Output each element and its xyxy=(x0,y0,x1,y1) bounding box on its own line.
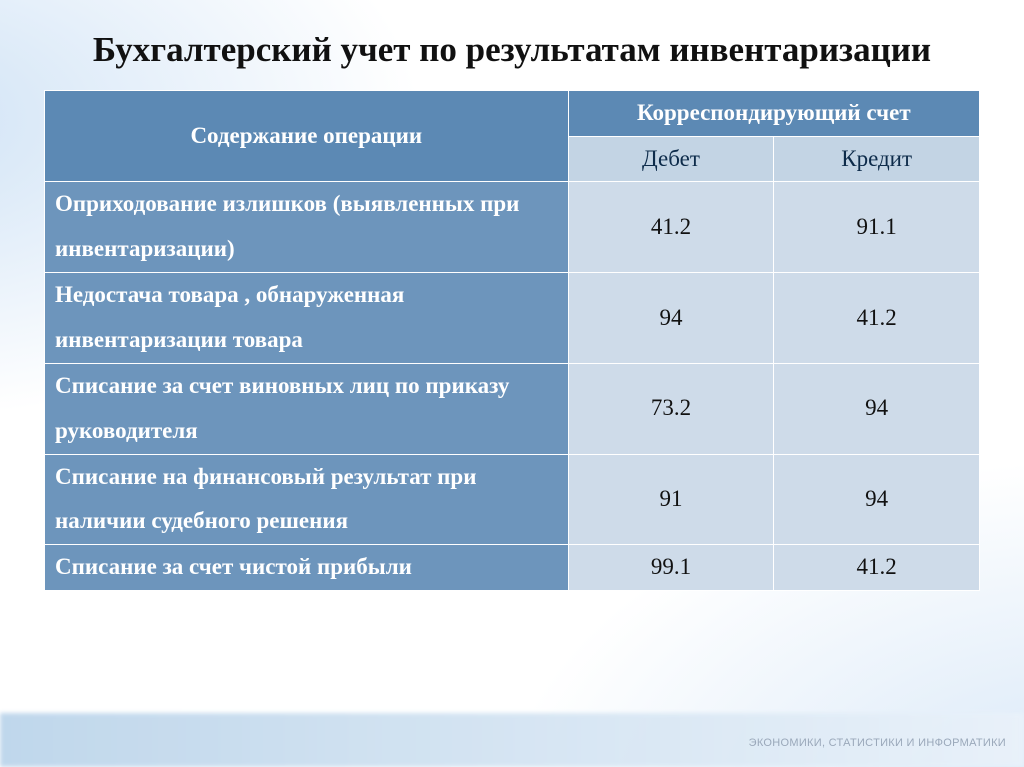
col-header-corr-account: Корреспондирующий счет xyxy=(568,90,979,136)
cell-credit: 94 xyxy=(774,363,980,454)
cell-credit: 91.1 xyxy=(774,182,980,273)
cell-credit: 41.2 xyxy=(774,273,980,364)
cell-credit: 41.2 xyxy=(774,545,980,591)
cell-operation: Списание на финансовый результат при нал… xyxy=(45,454,569,545)
cell-operation: Списание за счет чистой прибыли xyxy=(45,545,569,591)
cell-debit: 91 xyxy=(568,454,774,545)
cell-debit: 73.2 xyxy=(568,363,774,454)
table-row: Списание за счет виновных лиц по приказу… xyxy=(45,363,980,454)
table-row: Недостача товара , обнаруженная инвентар… xyxy=(45,273,980,364)
col-header-operation: Содержание операции xyxy=(45,90,569,182)
cell-debit: 99.1 xyxy=(568,545,774,591)
table-row: Списание на финансовый результат при нал… xyxy=(45,454,980,545)
cell-debit: 94 xyxy=(568,273,774,364)
accounting-table: Содержание операции Корреспондирующий сч… xyxy=(44,90,980,591)
cell-operation: Оприходование излишков (выявленных при и… xyxy=(45,182,569,273)
col-header-credit: Кредит xyxy=(774,136,980,182)
cell-operation: Недостача товара , обнаруженная инвентар… xyxy=(45,273,569,364)
table-row: Списание за счет чистой прибыли 99.1 41.… xyxy=(45,545,980,591)
cell-credit: 94 xyxy=(774,454,980,545)
cell-debit: 41.2 xyxy=(568,182,774,273)
col-header-debit: Дебет xyxy=(568,136,774,182)
table-row: Оприходование излишков (выявленных при и… xyxy=(45,182,980,273)
slide: Бухгалтерский учет по результатам инвент… xyxy=(0,0,1024,767)
slide-title: Бухгалтерский учет по результатам инвент… xyxy=(44,28,980,72)
cell-operation: Списание за счет виновных лиц по приказу… xyxy=(45,363,569,454)
table-body: Оприходование излишков (выявленных при и… xyxy=(45,182,980,591)
